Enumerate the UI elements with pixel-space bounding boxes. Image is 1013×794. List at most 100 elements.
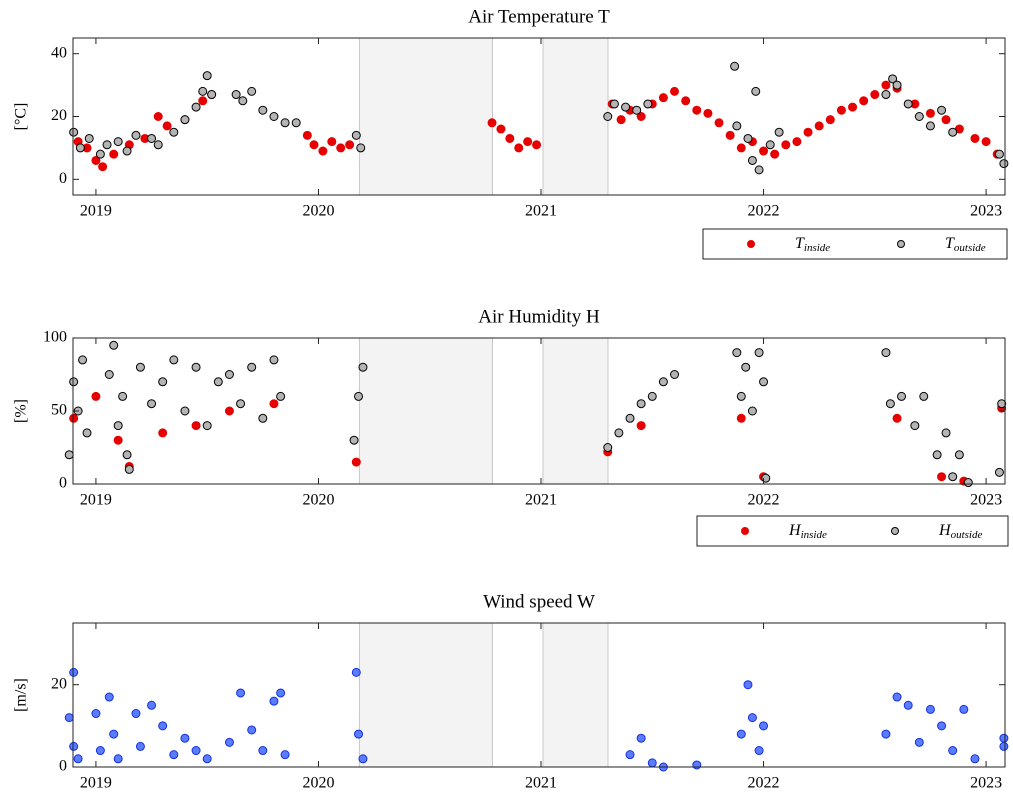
data-point	[224, 406, 234, 416]
data-point	[941, 115, 951, 125]
data-point	[658, 93, 668, 103]
y-tick-label: 20	[51, 107, 67, 124]
data-point	[730, 61, 740, 71]
data-point	[781, 140, 791, 150]
data-point	[191, 362, 201, 372]
data-point	[354, 729, 364, 739]
data-point	[743, 133, 753, 143]
data-point	[113, 435, 123, 445]
data-point	[999, 733, 1009, 743]
data-point	[269, 696, 279, 706]
data-point	[754, 348, 764, 358]
data-point	[892, 692, 902, 702]
data-point	[743, 680, 753, 690]
data-point	[747, 406, 757, 416]
data-point	[64, 713, 74, 723]
data-point	[158, 428, 168, 438]
data-point	[925, 121, 935, 131]
data-point	[825, 115, 835, 125]
data-point	[970, 133, 980, 143]
data-point	[147, 133, 157, 143]
legend-marker	[747, 240, 755, 248]
data-point	[64, 450, 74, 460]
missing-data-span	[542, 622, 609, 768]
data-point	[258, 413, 268, 423]
data-point	[636, 421, 646, 431]
data-point	[903, 700, 913, 710]
data-point	[269, 399, 279, 409]
data-point	[69, 741, 79, 751]
data-point	[759, 146, 769, 156]
data-point	[276, 391, 286, 401]
data-point	[113, 137, 123, 147]
legend-box	[702, 228, 1008, 260]
data-point	[814, 121, 824, 131]
data-point	[153, 112, 163, 121]
data-point	[118, 391, 128, 401]
data-point	[937, 472, 947, 482]
data-point	[224, 370, 234, 379]
data-point	[122, 146, 132, 156]
data-point	[848, 102, 858, 112]
data-point	[135, 741, 145, 751]
data-point	[621, 102, 631, 112]
data-point	[751, 86, 761, 96]
data-point	[169, 750, 179, 760]
data-point	[349, 435, 359, 445]
data-point	[732, 348, 742, 358]
data-point	[514, 143, 524, 153]
data-point	[104, 692, 114, 702]
panel-title: Air Humidity H	[478, 306, 600, 327]
data-point	[959, 704, 969, 714]
data-point	[180, 115, 190, 125]
data-point	[970, 754, 980, 764]
data-point	[741, 362, 751, 372]
data-point	[358, 754, 368, 764]
data-point	[681, 96, 691, 106]
data-point	[69, 127, 79, 137]
data-point	[625, 413, 635, 423]
missing-data-span	[358, 337, 493, 485]
data-point	[75, 143, 85, 153]
data-point	[224, 737, 234, 747]
missing-data-span	[542, 37, 609, 196]
data-point	[351, 667, 361, 677]
data-point	[91, 155, 101, 165]
data-point	[747, 713, 757, 723]
data-point	[670, 370, 680, 379]
x-tick-label: 2023	[970, 492, 1002, 509]
y-tick-label: 40	[51, 44, 67, 61]
data-point	[102, 140, 112, 150]
data-point	[914, 737, 924, 747]
data-point	[202, 71, 212, 81]
data-point	[169, 127, 179, 137]
y-tick-label: 20	[51, 675, 67, 692]
data-point	[897, 391, 907, 401]
x-tick-label: 2019	[80, 492, 112, 509]
data-point	[643, 99, 653, 109]
data-point	[258, 746, 268, 756]
data-point	[109, 340, 119, 350]
axes-box	[72, 622, 1006, 768]
x-tick-label: 2020	[302, 775, 334, 792]
data-point	[892, 413, 902, 423]
data-point	[888, 74, 898, 84]
data-point	[765, 140, 775, 150]
data-point	[191, 746, 201, 756]
missing-data-span	[542, 337, 609, 485]
x-tick-label: 2022	[748, 203, 780, 220]
data-point	[903, 99, 913, 109]
data-point	[236, 688, 246, 698]
legend-label: Houtside	[938, 522, 982, 541]
data-point	[803, 127, 813, 137]
missing-data-span	[358, 622, 493, 768]
data-point	[354, 391, 364, 401]
data-point	[658, 377, 668, 387]
data-point	[147, 399, 157, 409]
data-point	[910, 421, 920, 431]
data-point	[919, 391, 929, 401]
data-point	[302, 130, 312, 140]
data-point	[881, 729, 891, 739]
data-point	[124, 464, 134, 474]
